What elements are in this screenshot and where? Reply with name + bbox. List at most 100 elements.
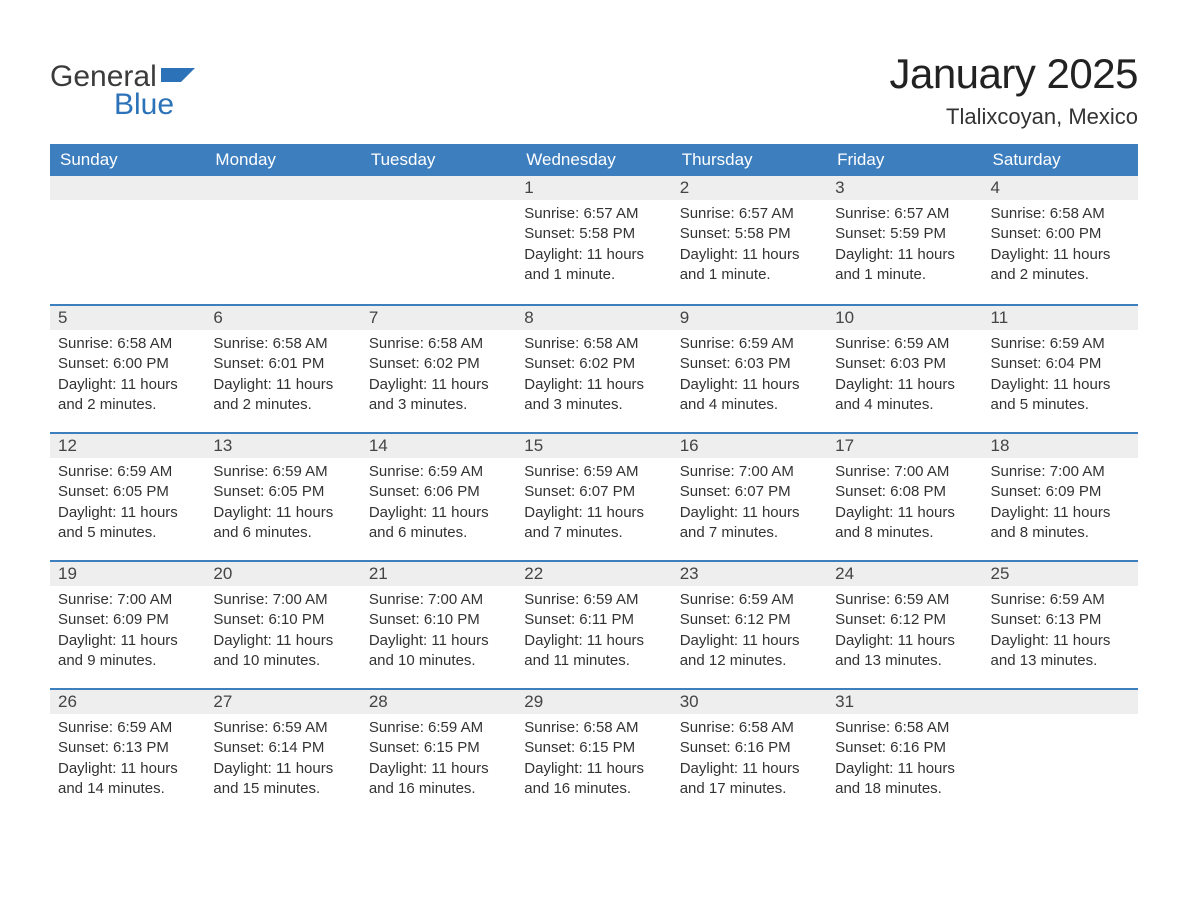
sunset-line: Sunset: 5:59 PM	[835, 224, 974, 244]
flag-icon	[161, 64, 195, 91]
day-details: Sunrise: 6:58 AMSunset: 6:02 PMDaylight:…	[361, 330, 516, 423]
location: Tlalixcoyan, Mexico	[889, 104, 1138, 130]
day-details	[983, 714, 1138, 726]
daylight-line: Daylight: 11 hours and 14 minutes.	[58, 759, 197, 800]
sunset-line: Sunset: 6:05 PM	[213, 482, 352, 502]
calendar-empty	[205, 176, 360, 304]
day-number: 17	[827, 432, 982, 458]
day-details: Sunrise: 6:59 AMSunset: 6:03 PMDaylight:…	[672, 330, 827, 423]
sunset-line: Sunset: 6:03 PM	[835, 354, 974, 374]
sunrise-line: Sunrise: 7:00 AM	[991, 462, 1130, 482]
sunset-line: Sunset: 6:15 PM	[369, 738, 508, 758]
day-number: 3	[827, 176, 982, 200]
daylight-line: Daylight: 11 hours and 15 minutes.	[213, 759, 352, 800]
day-details: Sunrise: 6:59 AMSunset: 6:05 PMDaylight:…	[50, 458, 205, 551]
sunrise-line: Sunrise: 6:59 AM	[58, 718, 197, 738]
sunset-line: Sunset: 6:03 PM	[680, 354, 819, 374]
day-details: Sunrise: 6:59 AMSunset: 6:06 PMDaylight:…	[361, 458, 516, 551]
day-details: Sunrise: 7:00 AMSunset: 6:09 PMDaylight:…	[50, 586, 205, 679]
calendar-day: 26Sunrise: 6:59 AMSunset: 6:13 PMDayligh…	[50, 688, 205, 816]
sunset-line: Sunset: 6:10 PM	[213, 610, 352, 630]
day-details: Sunrise: 6:58 AMSunset: 6:02 PMDaylight:…	[516, 330, 671, 423]
day-number: 14	[361, 432, 516, 458]
sunrise-line: Sunrise: 6:58 AM	[213, 334, 352, 354]
daylight-line: Daylight: 11 hours and 13 minutes.	[991, 631, 1130, 672]
day-number: 10	[827, 304, 982, 330]
sunrise-line: Sunrise: 7:00 AM	[369, 590, 508, 610]
calendar-day: 28Sunrise: 6:59 AMSunset: 6:15 PMDayligh…	[361, 688, 516, 816]
day-number: 27	[205, 688, 360, 714]
calendar-day: 7Sunrise: 6:58 AMSunset: 6:02 PMDaylight…	[361, 304, 516, 432]
daylight-line: Daylight: 11 hours and 8 minutes.	[991, 503, 1130, 544]
daylight-line: Daylight: 11 hours and 12 minutes.	[680, 631, 819, 672]
day-details	[50, 200, 205, 212]
daylight-line: Daylight: 11 hours and 10 minutes.	[369, 631, 508, 672]
day-details: Sunrise: 7:00 AMSunset: 6:10 PMDaylight:…	[361, 586, 516, 679]
daylight-line: Daylight: 11 hours and 17 minutes.	[680, 759, 819, 800]
calendar-day: 2Sunrise: 6:57 AMSunset: 5:58 PMDaylight…	[672, 176, 827, 304]
weekday-header: Tuesday	[361, 144, 516, 176]
header: General Blue January 2025 Tlalixcoyan, M…	[50, 50, 1138, 130]
sunrise-line: Sunrise: 6:59 AM	[369, 718, 508, 738]
calendar-empty	[983, 688, 1138, 816]
day-number: 30	[672, 688, 827, 714]
daylight-line: Daylight: 11 hours and 3 minutes.	[369, 375, 508, 416]
sunset-line: Sunset: 5:58 PM	[524, 224, 663, 244]
calendar-row: 26Sunrise: 6:59 AMSunset: 6:13 PMDayligh…	[50, 688, 1138, 816]
sunrise-line: Sunrise: 7:00 AM	[213, 590, 352, 610]
day-details: Sunrise: 6:59 AMSunset: 6:15 PMDaylight:…	[361, 714, 516, 807]
day-number: 31	[827, 688, 982, 714]
weekday-header: Monday	[205, 144, 360, 176]
day-number: 2	[672, 176, 827, 200]
daylight-line: Daylight: 11 hours and 5 minutes.	[58, 503, 197, 544]
sunrise-line: Sunrise: 6:57 AM	[835, 204, 974, 224]
calendar-body: 1Sunrise: 6:57 AMSunset: 5:58 PMDaylight…	[50, 176, 1138, 816]
day-details: Sunrise: 6:57 AMSunset: 5:58 PMDaylight:…	[516, 200, 671, 293]
sunrise-line: Sunrise: 6:59 AM	[524, 462, 663, 482]
daylight-line: Daylight: 11 hours and 2 minutes.	[991, 245, 1130, 286]
calendar-table: SundayMondayTuesdayWednesdayThursdayFrid…	[50, 144, 1138, 816]
day-number: 13	[205, 432, 360, 458]
day-details: Sunrise: 6:59 AMSunset: 6:12 PMDaylight:…	[827, 586, 982, 679]
day-details: Sunrise: 7:00 AMSunset: 6:07 PMDaylight:…	[672, 458, 827, 551]
sunset-line: Sunset: 6:04 PM	[991, 354, 1130, 374]
daylight-line: Daylight: 11 hours and 4 minutes.	[835, 375, 974, 416]
logo: General Blue	[50, 50, 195, 122]
day-details	[205, 200, 360, 212]
daylight-line: Daylight: 11 hours and 9 minutes.	[58, 631, 197, 672]
sunset-line: Sunset: 6:07 PM	[680, 482, 819, 502]
calendar-day: 20Sunrise: 7:00 AMSunset: 6:10 PMDayligh…	[205, 560, 360, 688]
day-number: 21	[361, 560, 516, 586]
sunset-line: Sunset: 6:16 PM	[680, 738, 819, 758]
daylight-line: Daylight: 11 hours and 18 minutes.	[835, 759, 974, 800]
calendar-day: 18Sunrise: 7:00 AMSunset: 6:09 PMDayligh…	[983, 432, 1138, 560]
calendar-day: 31Sunrise: 6:58 AMSunset: 6:16 PMDayligh…	[827, 688, 982, 816]
sunset-line: Sunset: 6:05 PM	[58, 482, 197, 502]
day-number	[205, 176, 360, 200]
day-number: 9	[672, 304, 827, 330]
daylight-line: Daylight: 11 hours and 16 minutes.	[524, 759, 663, 800]
day-number: 7	[361, 304, 516, 330]
day-number: 11	[983, 304, 1138, 330]
day-number: 23	[672, 560, 827, 586]
sunset-line: Sunset: 6:08 PM	[835, 482, 974, 502]
sunset-line: Sunset: 6:09 PM	[58, 610, 197, 630]
daylight-line: Daylight: 11 hours and 5 minutes.	[991, 375, 1130, 416]
calendar-day: 10Sunrise: 6:59 AMSunset: 6:03 PMDayligh…	[827, 304, 982, 432]
day-details: Sunrise: 6:58 AMSunset: 6:15 PMDaylight:…	[516, 714, 671, 807]
sunrise-line: Sunrise: 6:59 AM	[213, 718, 352, 738]
day-details: Sunrise: 7:00 AMSunset: 6:09 PMDaylight:…	[983, 458, 1138, 551]
sunset-line: Sunset: 5:58 PM	[680, 224, 819, 244]
day-number: 15	[516, 432, 671, 458]
sunrise-line: Sunrise: 6:59 AM	[680, 590, 819, 610]
sunset-line: Sunset: 6:00 PM	[991, 224, 1130, 244]
calendar-day: 13Sunrise: 6:59 AMSunset: 6:05 PMDayligh…	[205, 432, 360, 560]
day-details: Sunrise: 6:59 AMSunset: 6:03 PMDaylight:…	[827, 330, 982, 423]
calendar-day: 8Sunrise: 6:58 AMSunset: 6:02 PMDaylight…	[516, 304, 671, 432]
sunrise-line: Sunrise: 6:58 AM	[835, 718, 974, 738]
day-number: 8	[516, 304, 671, 330]
sunset-line: Sunset: 6:07 PM	[524, 482, 663, 502]
daylight-line: Daylight: 11 hours and 6 minutes.	[213, 503, 352, 544]
day-number: 4	[983, 176, 1138, 200]
calendar-day: 3Sunrise: 6:57 AMSunset: 5:59 PMDaylight…	[827, 176, 982, 304]
